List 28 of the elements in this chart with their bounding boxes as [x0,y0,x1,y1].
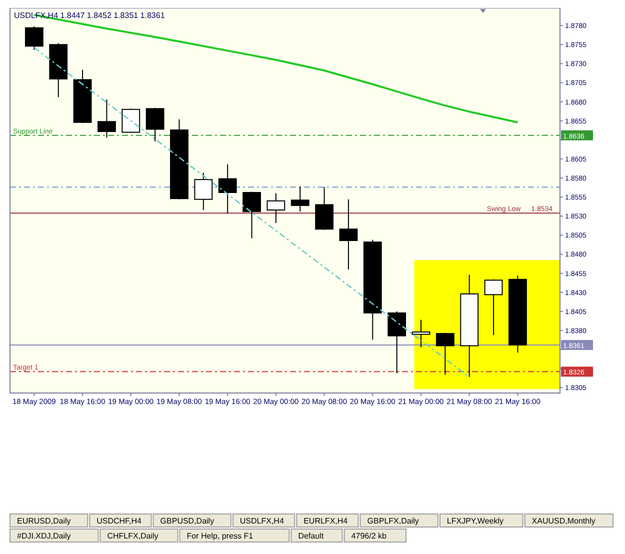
text: #DJI.XDJ,Daily [17,532,71,540]
candlestick [24,26,44,50]
candlestick [266,192,286,224]
text: Default [298,532,324,540]
text: GBPUSD,Daily [160,516,214,526]
candlestick [218,164,237,214]
candlestick [194,172,213,211]
candlestick [290,186,310,212]
candlestick [436,332,454,376]
text: LFXJPY,Weekly [446,516,504,526]
candlestick [146,107,164,142]
chart-title: USDLFX,H4 1.8447 1.8452 1.8351 1.8361 [14,11,166,20]
text: For Help, press F1 [186,532,254,540]
candlestick [98,98,116,138]
text: EURLFX,H4 [304,516,348,526]
text: EURUSD,Daily [17,516,71,526]
candlestick [388,310,406,374]
candlestick [412,319,430,348]
text: USDLFX,H4 [240,516,284,526]
text: GBPLFX,Daily [367,516,419,526]
candlestick [122,108,140,134]
text: CHFLFX,Daily [107,532,158,540]
candlestick [484,278,503,336]
candlestick [242,191,261,239]
text: 4796/2 kb [351,532,387,540]
text: XAUUSD,Monthly [532,516,596,526]
candlestick [339,198,358,270]
text: USDCHF,H4 [96,516,142,526]
